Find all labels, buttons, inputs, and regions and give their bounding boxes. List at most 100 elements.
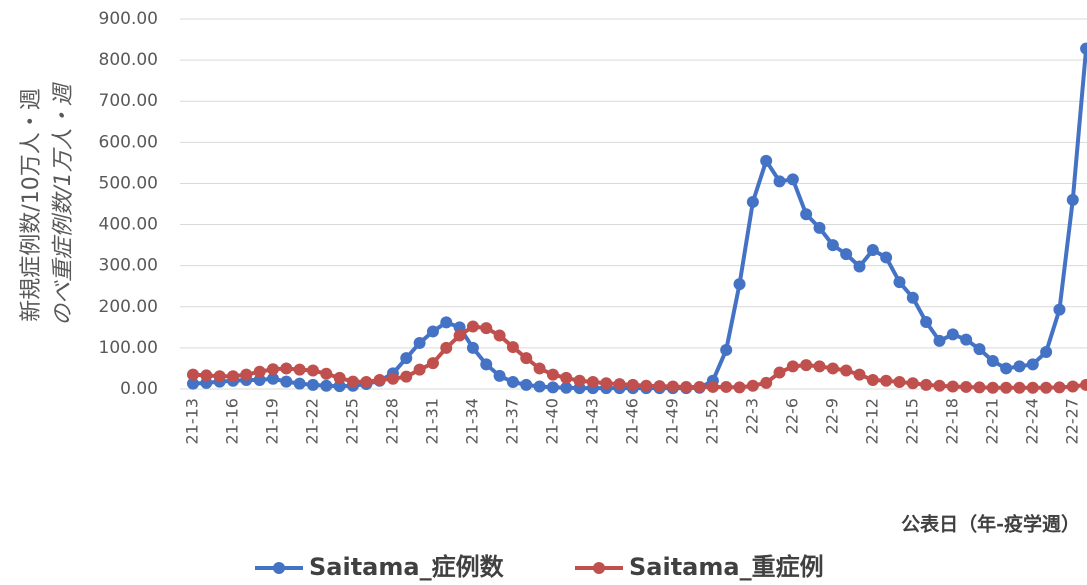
x-tick-label: 22-9 bbox=[822, 398, 841, 434]
data-point bbox=[253, 365, 266, 378]
data-point bbox=[866, 373, 879, 386]
data-point bbox=[893, 276, 906, 289]
data-point bbox=[786, 360, 799, 373]
data-point bbox=[560, 371, 573, 384]
data-point bbox=[786, 173, 799, 186]
data-point bbox=[320, 379, 333, 392]
data-point bbox=[253, 373, 266, 386]
data-point bbox=[373, 373, 386, 386]
data-point bbox=[666, 380, 679, 393]
data-point bbox=[813, 360, 826, 373]
data-point bbox=[626, 378, 639, 391]
data-point bbox=[880, 374, 893, 387]
data-point bbox=[653, 380, 666, 393]
data-point bbox=[1080, 378, 1087, 391]
x-tick-label: 22-3 bbox=[742, 398, 761, 434]
data-point bbox=[266, 372, 279, 385]
x-tick-label: 21-31 bbox=[422, 398, 441, 445]
data-point bbox=[586, 376, 599, 389]
x-tick-label: 21-34 bbox=[462, 398, 481, 445]
data-point bbox=[1000, 381, 1013, 394]
data-point bbox=[960, 380, 973, 393]
data-point bbox=[853, 260, 866, 273]
data-point bbox=[493, 369, 506, 382]
data-point bbox=[480, 322, 493, 335]
data-point bbox=[973, 381, 986, 394]
data-point bbox=[546, 381, 559, 394]
x-tick-label: 21-37 bbox=[502, 398, 521, 445]
x-tick-label: 21-25 bbox=[342, 398, 361, 445]
data-point bbox=[533, 380, 546, 393]
data-point bbox=[800, 359, 813, 372]
data-point bbox=[426, 325, 439, 338]
data-point bbox=[1053, 303, 1066, 316]
data-point bbox=[400, 370, 413, 383]
data-point bbox=[1026, 381, 1039, 394]
x-tick-label: 21-52 bbox=[702, 398, 721, 445]
data-point bbox=[240, 368, 253, 381]
data-point bbox=[466, 320, 479, 333]
data-point bbox=[440, 341, 453, 354]
data-point bbox=[773, 366, 786, 379]
legend-label: Saitama_重症例 bbox=[629, 553, 824, 581]
data-point bbox=[800, 208, 813, 221]
x-tick-label: 21-49 bbox=[662, 398, 681, 445]
y-tick-label: 700.00 bbox=[99, 91, 158, 111]
data-point bbox=[933, 379, 946, 392]
data-point bbox=[386, 372, 399, 385]
data-point bbox=[440, 316, 453, 329]
y-tick-label: 800.00 bbox=[99, 50, 158, 70]
data-point bbox=[226, 370, 239, 383]
data-point bbox=[920, 315, 933, 328]
data-point bbox=[453, 329, 466, 342]
y-axis-title: 新規症例数/10万人・週 bbox=[19, 88, 44, 321]
data-point bbox=[426, 357, 439, 370]
data-point bbox=[1013, 381, 1026, 394]
data-point bbox=[933, 334, 946, 347]
data-point bbox=[600, 377, 613, 390]
x-tick-label: 21-46 bbox=[622, 398, 641, 445]
data-point bbox=[360, 376, 373, 389]
x-tick-label: 21-43 bbox=[582, 398, 601, 445]
x-tick-label: 22-15 bbox=[902, 398, 921, 445]
data-point bbox=[853, 368, 866, 381]
y-tick-label: 400.00 bbox=[99, 215, 158, 235]
data-point bbox=[746, 195, 759, 208]
data-point bbox=[306, 364, 319, 377]
x-tick-label: 21-16 bbox=[222, 398, 241, 445]
data-point bbox=[973, 343, 986, 356]
data-point bbox=[773, 175, 786, 188]
y-tick-label: 500.00 bbox=[99, 173, 158, 193]
data-point bbox=[986, 355, 999, 368]
data-point bbox=[920, 378, 933, 391]
data-point bbox=[906, 377, 919, 390]
data-point bbox=[1066, 193, 1079, 206]
data-point bbox=[280, 375, 293, 388]
data-point bbox=[893, 376, 906, 389]
y-tick-label: 600.00 bbox=[99, 132, 158, 152]
data-point bbox=[946, 328, 959, 341]
data-point bbox=[760, 154, 773, 167]
data-point bbox=[573, 374, 586, 387]
data-point bbox=[293, 363, 306, 376]
data-point bbox=[506, 376, 519, 389]
data-point bbox=[733, 278, 746, 291]
data-point bbox=[1000, 362, 1013, 375]
y-axis-title: のべ重症例数/1万人・週 bbox=[51, 81, 76, 325]
x-tick-label: 21-28 bbox=[382, 398, 401, 445]
data-point bbox=[813, 221, 826, 234]
data-point bbox=[346, 375, 359, 388]
x-tick-label: 22-27 bbox=[1062, 398, 1081, 445]
legend-label: Saitama_症例数 bbox=[309, 553, 505, 581]
data-point bbox=[1040, 346, 1053, 358]
data-point bbox=[1040, 381, 1053, 394]
data-point bbox=[266, 363, 279, 376]
data-point bbox=[533, 362, 546, 375]
data-point bbox=[1066, 380, 1079, 393]
x-tick-label: 21-19 bbox=[262, 398, 281, 445]
data-point bbox=[613, 378, 626, 391]
data-point bbox=[493, 329, 506, 342]
data-point bbox=[680, 380, 693, 393]
data-point bbox=[413, 336, 426, 349]
data-point bbox=[720, 380, 733, 393]
